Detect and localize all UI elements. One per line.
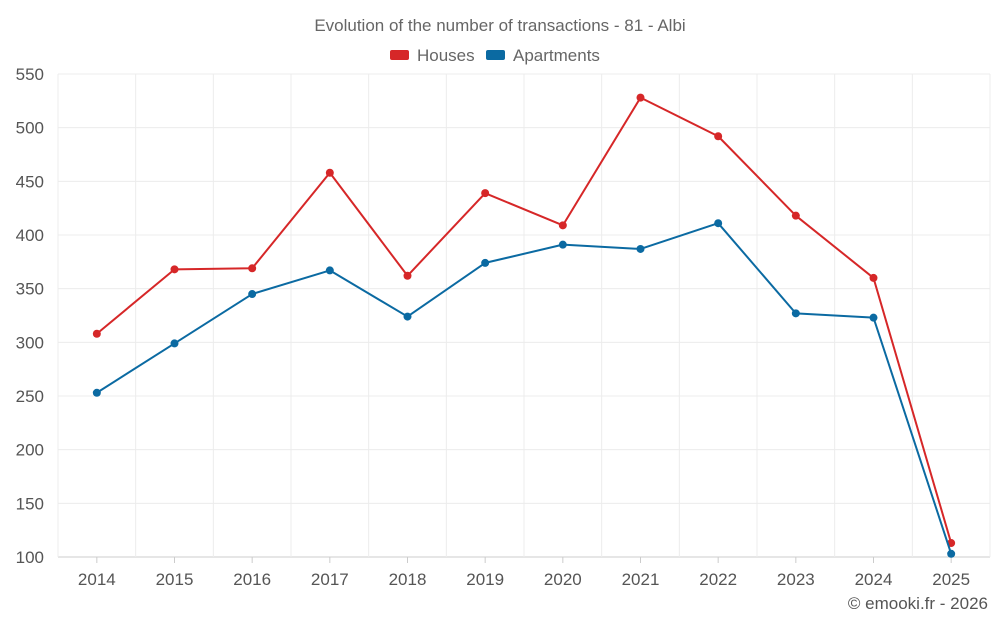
data-point-apartments[interactable] <box>403 312 412 321</box>
data-point-apartments[interactable] <box>869 313 878 322</box>
legend-item-houses[interactable]: Houses <box>390 46 475 65</box>
x-tick-label: 2016 <box>233 570 271 589</box>
data-point-apartments[interactable] <box>714 219 723 228</box>
chart-legend: Houses Apartments <box>390 46 600 65</box>
x-tick-label: 2017 <box>311 570 349 589</box>
data-point-houses[interactable] <box>714 132 723 141</box>
data-point-houses[interactable] <box>170 265 179 274</box>
x-tick-label: 2014 <box>78 570 116 589</box>
y-tick-label: 450 <box>16 172 44 191</box>
data-point-houses[interactable] <box>325 168 334 177</box>
y-tick-label: 550 <box>16 65 44 84</box>
y-tick-label: 100 <box>16 548 44 567</box>
data-point-houses[interactable] <box>481 189 490 198</box>
data-point-apartments[interactable] <box>791 309 800 318</box>
data-point-apartments[interactable] <box>558 240 567 249</box>
y-tick-label: 200 <box>16 441 44 460</box>
data-point-apartments[interactable] <box>248 290 257 299</box>
x-tick-label: 2025 <box>932 570 970 589</box>
legend-label-apartments: Apartments <box>513 46 600 65</box>
data-point-houses[interactable] <box>791 211 800 220</box>
chart-title: Evolution of the number of transactions … <box>314 16 685 35</box>
legend-swatch-apartments <box>486 50 505 60</box>
series-line-apartments <box>96 222 953 555</box>
x-tick-label: 2021 <box>622 570 660 589</box>
data-point-apartments[interactable] <box>325 266 334 275</box>
data-point-apartments[interactable] <box>92 388 101 397</box>
x-tick-label: 2018 <box>389 570 427 589</box>
data-point-houses[interactable] <box>558 221 567 230</box>
y-tick-label: 300 <box>16 333 44 352</box>
x-tick-label: 2023 <box>777 570 815 589</box>
grid-layer <box>57 73 991 558</box>
data-point-houses[interactable] <box>636 93 645 102</box>
data-point-apartments[interactable] <box>481 258 490 267</box>
legend-label-houses: Houses <box>417 46 475 65</box>
data-point-houses[interactable] <box>403 271 412 280</box>
y-tick-label: 150 <box>16 494 44 513</box>
y-tick-label: 500 <box>16 119 44 138</box>
x-tick-label: 2020 <box>544 570 582 589</box>
series-line-houses <box>96 96 953 544</box>
data-point-houses[interactable] <box>869 273 878 282</box>
y-tick-label: 250 <box>16 387 44 406</box>
data-point-apartments[interactable] <box>947 549 956 558</box>
x-tick-label: 2024 <box>855 570 893 589</box>
data-point-apartments[interactable] <box>636 244 645 253</box>
data-point-houses[interactable] <box>248 264 257 273</box>
x-tick-label: 2015 <box>156 570 194 589</box>
credit-text: © emooki.fr - 2026 <box>848 594 988 613</box>
axis-layer: 100 150 200 250 300 350 400 450 500 550 2014 2015 20… <box>16 65 970 589</box>
x-tick-label: 2022 <box>699 570 737 589</box>
legend-item-apartments[interactable]: Apartments <box>486 46 600 65</box>
data-point-houses[interactable] <box>92 329 101 338</box>
data-point-apartments[interactable] <box>170 339 179 348</box>
series-layer <box>92 93 956 558</box>
y-tick-label: 400 <box>16 226 44 245</box>
x-tick-label: 2019 <box>466 570 504 589</box>
y-tick-label: 350 <box>16 280 44 299</box>
legend-swatch-houses <box>390 50 409 60</box>
